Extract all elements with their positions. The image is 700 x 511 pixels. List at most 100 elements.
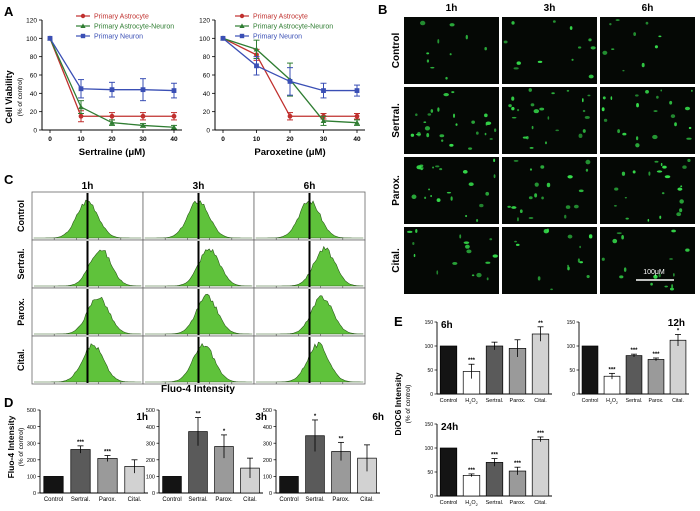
fluorescent-cell — [555, 129, 559, 132]
y-tick-label: 0 — [430, 494, 433, 500]
significance-label: * — [314, 414, 317, 420]
fluorescent-cell — [468, 182, 474, 187]
fluorescent-cell — [567, 234, 573, 239]
panel-b: 1h 3h 6h Control Sertral. Parox. Cital. 100μM — [391, 3, 695, 294]
significance-label: *** — [77, 440, 85, 446]
fluorescent-cell — [635, 143, 640, 148]
fluorescent-cell — [432, 166, 435, 169]
fluorescent-cell — [610, 96, 613, 101]
fluorescent-cell — [634, 94, 639, 97]
fluorescent-cell — [582, 129, 586, 133]
chart-title: 12h — [668, 318, 685, 329]
y-tick-label: 300 — [263, 441, 272, 447]
fluorescent-cell — [547, 116, 550, 120]
fluorescent-cell — [445, 76, 448, 80]
y-tick-label: 20 — [30, 109, 38, 116]
y-tick-label: 500 — [27, 408, 36, 414]
y-tick-label: 400 — [27, 425, 36, 431]
fluorescent-cell — [577, 258, 580, 263]
fluorescent-cell — [682, 165, 687, 169]
fluorescent-cell — [412, 242, 415, 246]
fluorescent-cell — [635, 136, 639, 141]
fluorescent-cell — [648, 171, 651, 176]
fluorescent-cell — [485, 123, 488, 126]
category-label: Control — [582, 398, 599, 404]
fluorescent-cell — [413, 253, 416, 258]
chart-title: 3h — [255, 412, 267, 423]
fluorescent-cell — [529, 168, 533, 171]
y-tick-label: 50 — [569, 368, 575, 374]
scale-bar-label: 100μM — [643, 269, 665, 276]
micrograph-row-label: Cital. — [391, 248, 402, 273]
fluorescent-cell — [658, 273, 661, 278]
fluorescent-cell — [485, 191, 490, 196]
fluorescent-cell — [664, 285, 668, 288]
x-tick-label: 0 — [221, 136, 225, 143]
fluorescent-cell — [459, 234, 462, 239]
fluorescent-cell — [670, 114, 676, 119]
x-tick-label: 20 — [286, 136, 294, 143]
fluorescent-cell — [652, 134, 658, 140]
fluorescent-cell — [622, 132, 627, 136]
panel-e-ylabel: DiOC6 Intensity — [393, 372, 403, 436]
category-label: Control — [44, 497, 63, 503]
fluorescent-cell — [522, 136, 528, 139]
fluorescent-cell — [531, 125, 534, 130]
fluorescent-cell — [601, 107, 605, 112]
fluorescent-cell — [674, 122, 677, 127]
fluorescent-cell — [484, 113, 488, 118]
legend-label: Primary Neuron — [94, 34, 143, 41]
fluorescent-cell — [588, 234, 593, 239]
bar — [279, 476, 299, 494]
fluorescent-cell — [615, 19, 620, 21]
fluorescent-cell — [410, 133, 415, 137]
fluorescent-cell — [479, 203, 484, 208]
category-label: Parox. — [332, 497, 350, 503]
fluorescent-cell — [449, 23, 455, 27]
micrograph-column-label: 6h — [642, 3, 654, 14]
fluorescent-cell — [577, 46, 582, 49]
fluorescent-cell — [684, 106, 691, 111]
histogram-column-label: 1h — [82, 181, 94, 192]
fluorescent-cell — [676, 212, 682, 217]
data-point — [287, 113, 293, 119]
fluorescent-cell — [582, 109, 586, 113]
bar — [485, 462, 504, 497]
fluorescent-cell — [426, 59, 430, 63]
fluorescent-cell — [680, 185, 683, 188]
chart-title: 1h — [136, 412, 148, 423]
x-tick-label: 40 — [170, 136, 178, 143]
y-tick-label: 40 — [30, 91, 38, 98]
fluorescent-cell — [511, 206, 517, 209]
y-tick-label: 400 — [146, 425, 155, 431]
fluorescent-cell — [507, 205, 511, 208]
category-label: Cital. — [534, 398, 547, 404]
fluorescent-cell — [437, 107, 440, 112]
fluorescent-cell — [621, 234, 624, 240]
legend-marker — [239, 13, 245, 19]
significance-label: *** — [537, 431, 545, 437]
y-tick-label: 50 — [427, 368, 433, 374]
y-tick-label: 0 — [572, 392, 575, 398]
x-tick-label: 10 — [77, 136, 85, 143]
category-label: H2O2 — [465, 398, 478, 405]
fluorescent-cell — [466, 249, 472, 254]
data-point — [47, 35, 53, 41]
fluorescent-cell — [590, 46, 596, 50]
fluorescent-cell — [613, 205, 617, 207]
category-label: Cital. — [672, 398, 684, 404]
fluorescent-cell — [418, 166, 424, 170]
bar — [70, 449, 91, 494]
micrograph — [404, 227, 499, 294]
fluorescent-cell — [569, 26, 573, 30]
fluorescent-cell — [436, 270, 439, 275]
panel-d-ylabel: Fluo-4 Intensity — [6, 415, 16, 478]
y-tick-label: 100 — [425, 446, 434, 452]
fluorescent-cell — [612, 238, 618, 244]
fluorescent-cell — [669, 100, 673, 105]
fluorescent-cell — [567, 266, 570, 271]
bar — [581, 345, 599, 395]
fluorescent-cell — [534, 182, 539, 187]
fluorescent-cell — [602, 96, 606, 100]
